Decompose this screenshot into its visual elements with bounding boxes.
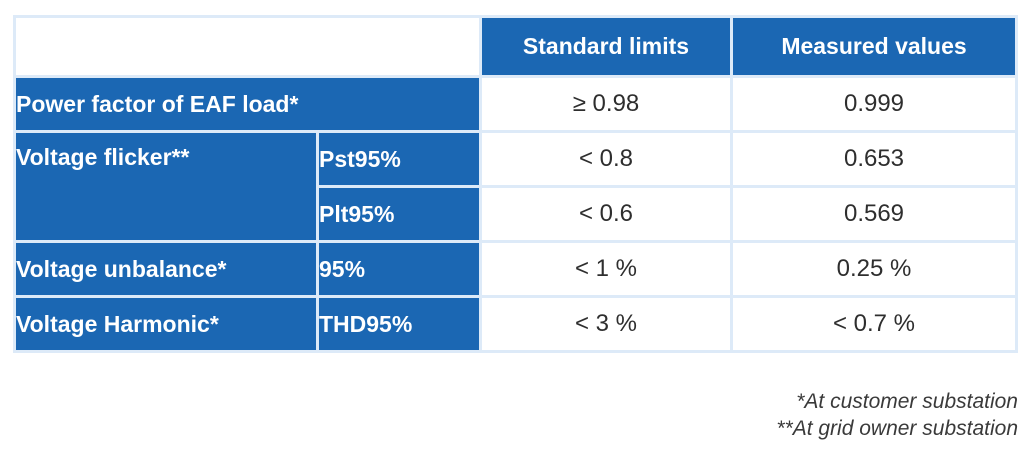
standard-limit-plt95: < 0.6 — [482, 188, 730, 240]
sub-label-pst95: Pst95% — [319, 133, 479, 185]
row-label-voltage-flicker: Voltage flicker** — [16, 133, 316, 240]
standard-limit-power-factor: ≥ 0.98 — [482, 78, 730, 130]
sub-label-95: 95% — [319, 243, 479, 295]
table-row-flicker-plt: Plt95% < 0.6 0.569 — [16, 188, 1015, 240]
table-row-harmonic: Voltage Harmonic* THD95% < 3 % < 0.7 % — [16, 298, 1015, 350]
footnote-grid-owner-substation: **At grid owner substation — [776, 417, 1018, 440]
row-label-power-factor: Power factor of EAF load* — [16, 78, 479, 130]
footnote-customer-substation: *At customer substation — [796, 390, 1018, 413]
footnotes: *At customer substation **At grid owner … — [776, 388, 1018, 442]
column-header-standard-limits: Standard limits — [482, 18, 730, 75]
standard-limit-unbalance: < 1 % — [482, 243, 730, 295]
measured-value-power-factor: 0.999 — [733, 78, 1015, 130]
standard-limit-harmonic: < 3 % — [482, 298, 730, 350]
standard-limit-pst95: < 0.8 — [482, 133, 730, 185]
measured-value-harmonic: < 0.7 % — [733, 298, 1015, 350]
table-row-power-factor: Power factor of EAF load* ≥ 0.98 0.999 — [16, 78, 1015, 130]
row-label-voltage-unbalance: Voltage unbalance* — [16, 243, 316, 295]
table-header-row: Standard limits Measured values — [16, 18, 1015, 75]
row-label-voltage-harmonic: Voltage Harmonic* — [16, 298, 316, 350]
measured-value-pst95: 0.653 — [733, 133, 1015, 185]
empty-corner-cell — [16, 18, 479, 75]
column-header-measured-values: Measured values — [733, 18, 1015, 75]
table-row-flicker-pst: Voltage flicker** Pst95% < 0.8 0.653 — [16, 133, 1015, 240]
power-quality-table: Standard limits Measured values Power fa… — [13, 15, 1018, 353]
measured-value-plt95: 0.569 — [733, 188, 1015, 240]
measured-value-unbalance: 0.25 % — [733, 243, 1015, 295]
sub-label-plt95: Plt95% — [319, 188, 479, 240]
sub-label-thd95: THD95% — [319, 298, 479, 350]
table-row-unbalance: Voltage unbalance* 95% < 1 % 0.25 % — [16, 243, 1015, 295]
